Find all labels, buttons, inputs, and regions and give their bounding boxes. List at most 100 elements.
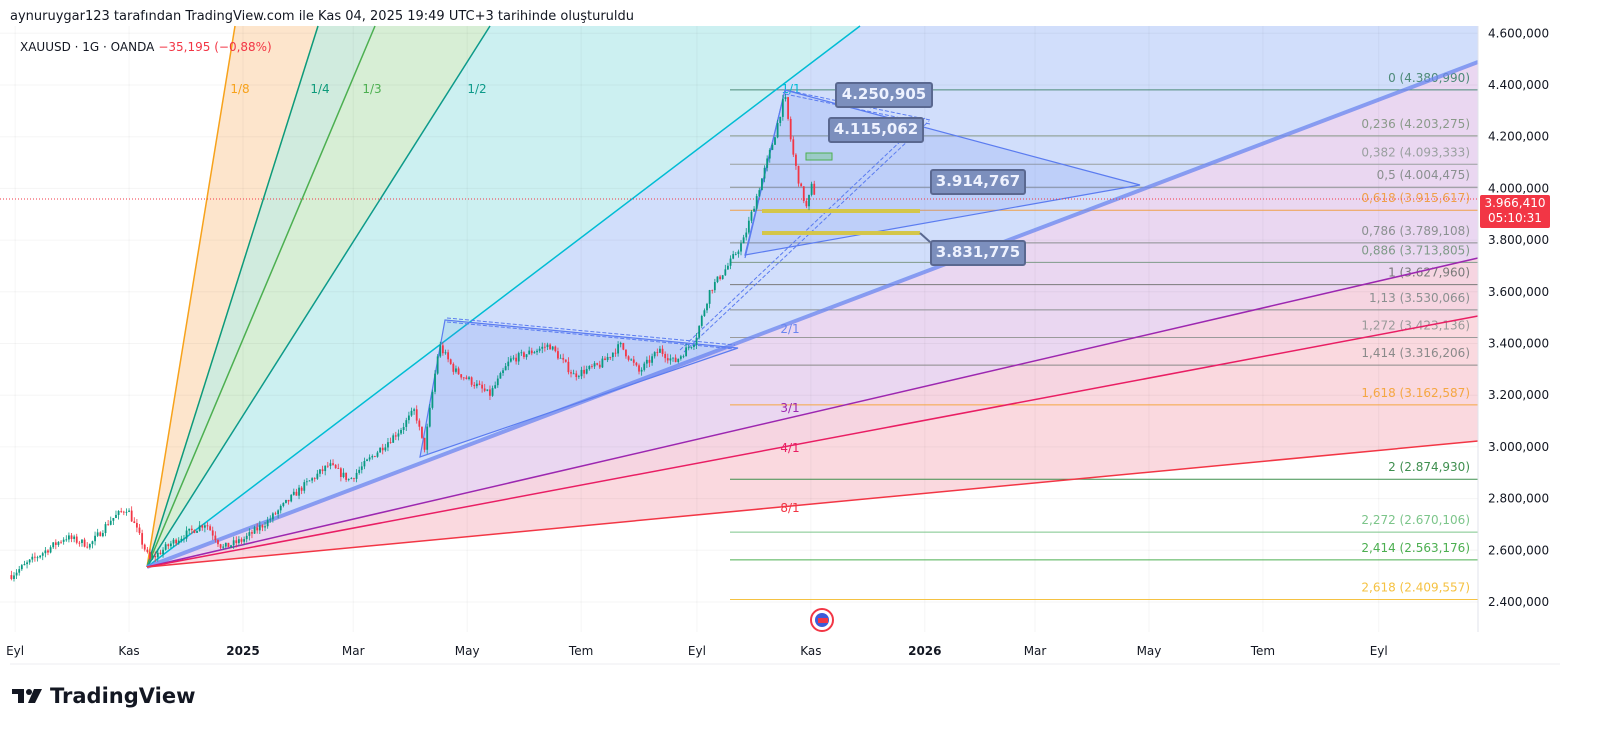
- candle: [703, 310, 706, 317]
- candle: [724, 269, 727, 276]
- candle: [183, 538, 185, 540]
- candle: [572, 373, 575, 375]
- candle: [423, 437, 426, 450]
- gann-fan-label: 8/1: [780, 501, 799, 515]
- candle: [313, 478, 316, 480]
- candle: [334, 464, 337, 469]
- candle: [813, 183, 816, 195]
- candle: [350, 478, 353, 480]
- candle: [742, 237, 745, 244]
- channel-line[interactable]: [446, 317, 736, 346]
- candle: [546, 344, 549, 348]
- candle: [609, 357, 612, 358]
- candle: [201, 525, 204, 528]
- candle: [737, 251, 740, 255]
- snapshot-credit: aynuruygar123 tarafından TradingView.com…: [10, 9, 634, 24]
- candle: [719, 276, 721, 280]
- gann-fan-label: 1/3: [362, 82, 381, 96]
- support-zone[interactable]: [762, 209, 920, 213]
- gann-fan-label: 1/2: [467, 82, 486, 96]
- price-callout[interactable]: 3.831,775: [930, 240, 1026, 266]
- candle: [73, 536, 76, 539]
- candle: [190, 528, 193, 531]
- candle: [188, 528, 191, 531]
- candle: [211, 530, 214, 536]
- channel-line[interactable]: [446, 321, 736, 350]
- candle: [248, 532, 251, 536]
- candle: [347, 478, 350, 480]
- candle: [441, 345, 444, 354]
- candle: [797, 165, 800, 184]
- candle: [462, 377, 465, 379]
- candle: [99, 532, 102, 537]
- candle: [70, 535, 73, 539]
- candle: [640, 369, 643, 372]
- candle: [120, 511, 123, 512]
- candle: [591, 365, 593, 367]
- gann-fan-line: [146, 60, 1479, 569]
- candle: [303, 482, 306, 491]
- candle: [400, 429, 402, 434]
- gann-fan-label: 4/1: [780, 441, 799, 455]
- candle: [237, 539, 240, 544]
- candle: [290, 494, 293, 502]
- candle: [355, 472, 358, 479]
- candle: [533, 352, 536, 354]
- candle: [512, 357, 515, 359]
- candle: [444, 352, 447, 354]
- candle: [784, 97, 787, 99]
- candle: [96, 532, 99, 536]
- support-zone[interactable]: [762, 231, 920, 235]
- last-price: 3.966,410: [1484, 196, 1546, 210]
- candle: [575, 373, 578, 378]
- tradingview-logo-icon: [12, 689, 42, 703]
- candle: [52, 542, 55, 548]
- candle: [740, 243, 742, 252]
- candle: [232, 540, 235, 546]
- candle: [452, 363, 455, 372]
- candle: [413, 409, 416, 411]
- candle: [669, 358, 672, 361]
- candle: [78, 542, 81, 544]
- bar-countdown: 05:10:31: [1488, 211, 1542, 225]
- candle: [282, 502, 285, 506]
- candle: [342, 472, 345, 477]
- candle: [287, 499, 290, 502]
- callout-pointer: [919, 232, 931, 243]
- price-callout[interactable]: 3.914,767: [930, 169, 1026, 195]
- candle: [729, 258, 732, 266]
- event-icon[interactable]: [810, 608, 834, 632]
- candle: [381, 447, 384, 451]
- candle: [329, 463, 332, 466]
- symbol-legend[interactable]: XAUUSD · 1G · OANDA −35,195 (−0,88%): [20, 40, 272, 54]
- candle: [570, 372, 572, 374]
- candle: [478, 383, 481, 385]
- marker-box[interactable]: [805, 152, 833, 161]
- candle: [251, 532, 253, 534]
- candle: [716, 276, 719, 283]
- candle: [224, 542, 227, 547]
- candle: [543, 346, 546, 348]
- time-tick-label: Mar: [342, 644, 365, 658]
- candle: [698, 325, 701, 338]
- price-callout[interactable]: 4.115,062: [828, 117, 924, 143]
- candle: [808, 194, 810, 207]
- candle: [755, 196, 758, 209]
- triangle-pattern-small[interactable]: [419, 319, 739, 458]
- candle: [23, 564, 26, 566]
- candle: [185, 530, 188, 539]
- channel-line[interactable]: [683, 120, 930, 353]
- price-callout[interactable]: 4.250,905: [835, 82, 933, 108]
- fib-level-label: 1,618 (3.162,587): [1361, 386, 1470, 400]
- candle: [117, 511, 120, 515]
- candle: [319, 469, 321, 474]
- candle: [509, 358, 512, 362]
- candle: [504, 366, 507, 371]
- candle: [162, 549, 164, 555]
- candle: [57, 541, 60, 545]
- candle: [109, 520, 112, 525]
- tradingview-logo[interactable]: TradingView: [12, 684, 195, 708]
- candle: [363, 460, 366, 467]
- candle: [604, 358, 606, 361]
